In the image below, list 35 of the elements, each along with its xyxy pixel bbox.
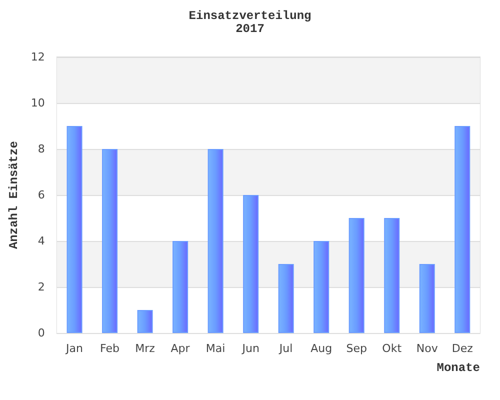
x-tick-label: Dez [452,342,474,355]
x-tick-label: Sep [346,342,367,355]
bar [243,195,259,333]
bar [172,241,188,333]
bar [419,264,435,333]
x-tick-label: Aug [310,342,332,355]
bar [102,149,118,333]
x-tick-label: Mai [206,342,226,355]
y-tick-label: 2 [38,280,45,294]
x-tick-label: Mrz [135,342,156,355]
y-tick-label: 12 [30,50,45,64]
y-tick-label: 6 [38,188,45,202]
bar [278,264,294,333]
bar [66,126,82,333]
bar [454,126,470,333]
bar [137,310,153,333]
x-tick-label: Nov [416,342,438,355]
bar [208,149,224,333]
x-tick-label: Feb [100,342,120,355]
x-tick-label: Jul [278,342,293,355]
x-tick-label: Apr [170,342,190,355]
y-axis-title: Anzahl Einsätze [7,140,21,250]
chart-title: Einsatzverteilung [188,9,312,23]
x-tick-label: Okt [382,342,402,355]
x-axis-title: Monate [436,361,480,375]
y-tick-label: 10 [30,96,45,110]
chart-subtitle: 2017 [236,22,264,36]
y-tick-label: 8 [38,142,45,156]
y-tick-label: 0 [38,326,45,340]
x-tick-label: Jan [65,342,84,355]
bar [314,241,330,333]
bar [384,218,400,333]
y-tick-label: 4 [38,234,45,248]
bar [348,218,364,333]
x-tick-label: Jun [241,342,260,355]
